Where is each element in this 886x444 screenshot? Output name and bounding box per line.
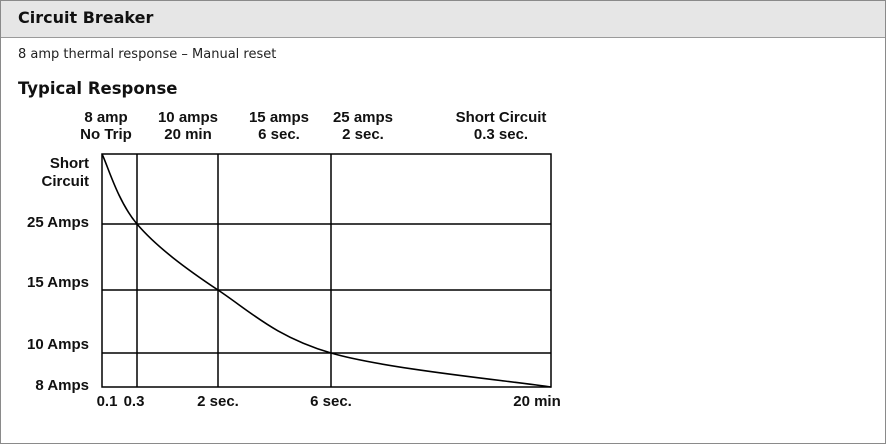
plot-frame [101, 153, 552, 388]
top-label: 20 min [164, 126, 212, 143]
panel-title: Circuit Breaker [18, 8, 154, 27]
chart-grid [101, 153, 552, 388]
top-label: Short Circuit [456, 109, 547, 126]
x-tick-label: 2 sec. [197, 393, 239, 410]
top-label: 10 amps [158, 109, 218, 126]
y-tick-label: 8 Amps [35, 377, 89, 394]
panel-subtitle: 8 amp thermal response – Manual reset [18, 47, 277, 62]
response-curve [101, 153, 552, 388]
x-tick-label: 6 sec. [310, 393, 352, 410]
top-label: 8 amp [84, 109, 127, 126]
response-curve-group [101, 153, 552, 388]
x-tick-label: 20 min [513, 393, 561, 410]
x-tick-label: 0.1 [97, 393, 118, 410]
y-tick-label: Circuit [41, 173, 89, 190]
top-label: No Trip [80, 126, 132, 143]
y-tick-label: 25 Amps [27, 214, 89, 231]
panel-header: Circuit Breaker [1, 1, 885, 38]
top-label: 6 sec. [258, 126, 300, 143]
y-tick-label: 10 Amps [27, 336, 89, 353]
section-heading: Typical Response [18, 79, 178, 98]
x-tick-label: 0.3 [124, 393, 145, 410]
top-label: 15 amps [249, 109, 309, 126]
y-tick-label: Short [50, 155, 89, 172]
y-tick-label: 15 Amps [27, 274, 89, 291]
top-label: 25 amps [333, 109, 393, 126]
top-label: 2 sec. [342, 126, 384, 143]
top-label: 0.3 sec. [474, 126, 528, 143]
